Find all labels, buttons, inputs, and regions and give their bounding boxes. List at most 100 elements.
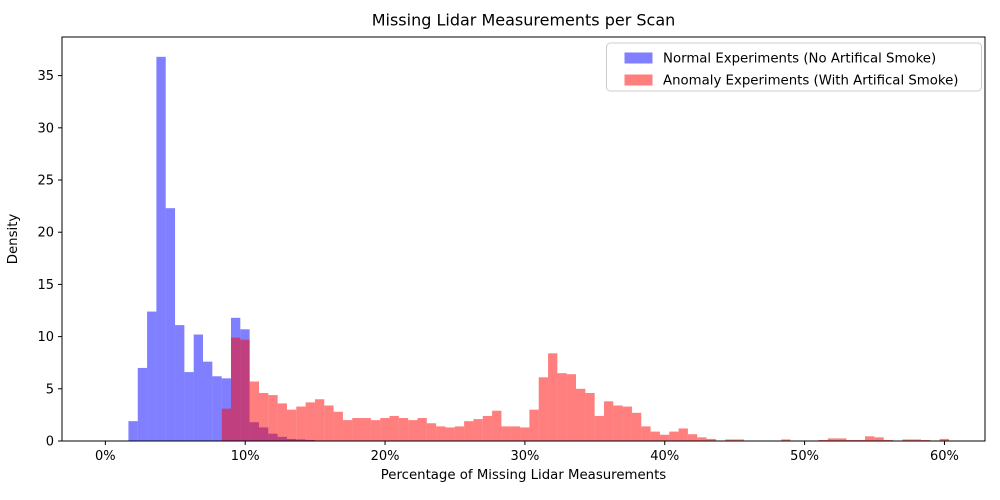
histogram-bar	[333, 411, 343, 441]
histogram-bar	[846, 439, 856, 441]
legend-frame	[606, 42, 982, 92]
y-axis-label: Density	[6, 214, 21, 265]
histogram-bar	[426, 423, 437, 441]
histogram-bar	[585, 392, 595, 441]
histogram-bar	[659, 434, 670, 441]
legend-label-anomaly: Anomaly Experiments (With Artifical Smok…	[663, 74, 959, 89]
histogram-bar	[445, 427, 455, 441]
histogram-bar	[137, 367, 148, 441]
y-axis-ticks: 0 5 10 15 20 25 30 35	[37, 69, 62, 450]
histogram-bar	[734, 439, 744, 441]
x-axis-label: Percentage of Missing Lidar Measurements	[381, 468, 667, 483]
histogram-bar	[128, 421, 138, 441]
series-anomaly-bars	[221, 337, 949, 441]
x-tick-label: 10%	[231, 449, 260, 464]
x-tick-label: 40%	[650, 449, 679, 464]
histogram-bar	[370, 420, 381, 441]
histogram-bar	[902, 439, 912, 441]
histogram-bar	[231, 337, 241, 441]
histogram-bar	[697, 437, 707, 441]
histogram-bar	[678, 428, 688, 441]
histogram-bar	[324, 405, 334, 441]
histogram-bar	[687, 434, 698, 441]
histogram-bar	[501, 426, 511, 441]
x-tick-label: 20%	[371, 449, 400, 464]
legend-label-normal: Normal Experiments (No Artifical Smoke)	[663, 52, 936, 67]
histogram-bar	[594, 415, 604, 441]
histogram-bar	[827, 438, 838, 441]
x-tick-label: 50%	[790, 449, 819, 464]
legend-swatch-anomaly	[624, 74, 653, 86]
axes-frame	[61, 36, 986, 442]
legend-swatch-normal	[624, 52, 653, 64]
y-tick-label: 10	[37, 330, 54, 345]
x-tick-label: 30%	[510, 449, 539, 464]
histogram-bar	[650, 431, 660, 441]
histogram-bar	[706, 438, 716, 441]
x-tick-label: 60%	[930, 449, 959, 464]
histogram-bar	[631, 412, 642, 441]
histogram-bar	[725, 439, 735, 441]
histogram-bar	[259, 392, 269, 441]
histogram-bar	[436, 426, 446, 441]
histogram-bar	[669, 431, 679, 441]
histogram-bar	[361, 418, 371, 441]
histogram-bar	[286, 409, 297, 441]
histogram-bar	[510, 426, 521, 441]
histogram-bar	[240, 339, 250, 441]
histogram-bar	[417, 418, 427, 441]
y-tick-label: 25	[37, 174, 54, 189]
histogram-bar	[920, 439, 931, 441]
x-axis-ticks: 0% 10% 20% 30% 40% 50% 60%	[95, 441, 959, 464]
histogram-bar	[603, 401, 614, 441]
histogram-bar	[389, 415, 399, 441]
histogram-bar	[837, 438, 847, 441]
histogram-bar	[939, 438, 949, 441]
y-tick-label: 0	[46, 435, 54, 450]
histogram-bar	[613, 405, 623, 441]
histogram-bar	[212, 376, 222, 441]
histogram-bar	[305, 402, 315, 441]
y-tick-label: 30	[37, 121, 54, 136]
histogram-bar	[818, 439, 828, 441]
histogram-bar	[576, 388, 586, 441]
histogram-bar	[184, 372, 194, 441]
chart-title: Missing Lidar Measurements per Scan	[372, 11, 676, 30]
histogram-bar	[529, 409, 539, 441]
histogram-bar	[398, 418, 409, 441]
histogram-bar	[548, 353, 558, 441]
histogram-bar	[175, 325, 185, 441]
histogram-bar	[314, 399, 325, 441]
histogram-bar	[883, 439, 894, 441]
histogram-bar	[296, 406, 306, 441]
histogram-bar	[473, 419, 483, 441]
histogram-bar	[193, 334, 204, 441]
histogram-bar	[566, 374, 576, 441]
histogram-bar	[641, 426, 651, 441]
histogram-bar	[622, 406, 632, 441]
y-tick-label: 20	[37, 226, 54, 241]
histogram-bar	[454, 426, 465, 441]
y-tick-label: 5	[46, 382, 54, 397]
histogram-bar	[249, 381, 259, 441]
histogram-bar	[147, 311, 157, 441]
histogram-bar	[874, 437, 884, 441]
histogram-bar	[408, 420, 418, 441]
histogram-bar	[492, 410, 502, 441]
histogram-bar	[268, 395, 278, 441]
histogram-bar	[911, 439, 921, 441]
x-tick-label: 0%	[95, 449, 116, 464]
histogram-bar	[538, 377, 549, 441]
histogram-bar	[165, 208, 176, 441]
histogram-bar	[342, 420, 353, 441]
histogram-bar	[855, 439, 866, 441]
histogram-bar	[781, 439, 791, 441]
histogram-bar	[464, 421, 474, 441]
histogram-bar	[380, 418, 390, 441]
histogram-bar	[520, 427, 530, 441]
y-tick-label: 15	[37, 278, 54, 293]
histogram-bar	[221, 408, 232, 441]
legend: Normal Experiments (No Artifical Smoke) …	[606, 42, 982, 92]
